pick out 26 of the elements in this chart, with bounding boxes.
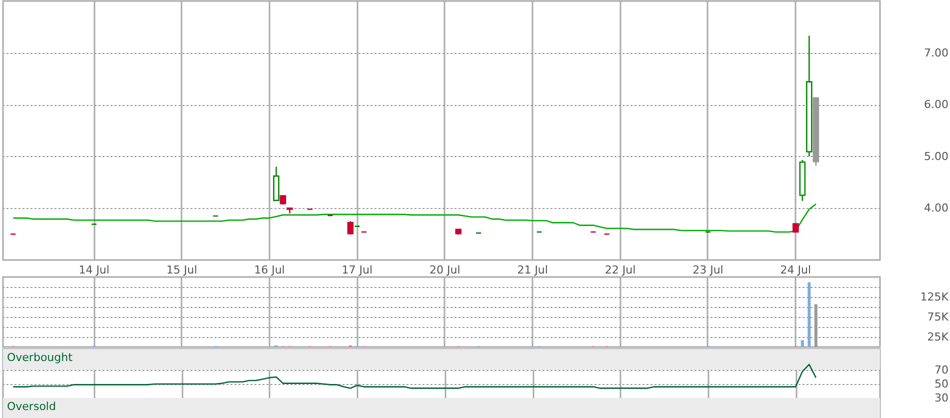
- x-tick-label: 24 Jul: [780, 264, 812, 276]
- x-tick-label: 23 Jul: [692, 264, 724, 276]
- x-tick-label: 17 Jul: [342, 264, 373, 276]
- bar: [800, 340, 804, 347]
- y-tick-label: 30: [934, 392, 948, 404]
- y-tick-label: 5.00: [924, 150, 948, 163]
- candlestick: [347, 220, 354, 236]
- line-series: [12, 364, 817, 389]
- x-tick-label: 16 Jul: [254, 264, 285, 276]
- bar: [808, 282, 811, 347]
- y-tick-label: 125K: [920, 290, 950, 304]
- x-tick-label: 22 Jul: [604, 264, 636, 276]
- x-tick-label: 20 Jul: [429, 264, 460, 276]
- y-tick-label: 4.00: [924, 202, 948, 215]
- line-series: [12, 203, 817, 233]
- y-tick-label: 70: [934, 364, 948, 376]
- band-label: Oversold: [7, 400, 56, 413]
- x-tick-label: 21 Jul: [517, 264, 548, 276]
- y-tick-label: 75K: [927, 310, 950, 324]
- band-label: Overbought: [7, 351, 74, 364]
- y-tick-label: 25K: [927, 330, 950, 344]
- x-tick-label: 15 Jul: [166, 264, 198, 276]
- y-tick-label: 6.00: [924, 98, 948, 112]
- y-tick-label: 50: [934, 378, 948, 390]
- y-tick-label: 7.00: [924, 46, 948, 60]
- x-tick-label: 14 Jul: [78, 264, 110, 276]
